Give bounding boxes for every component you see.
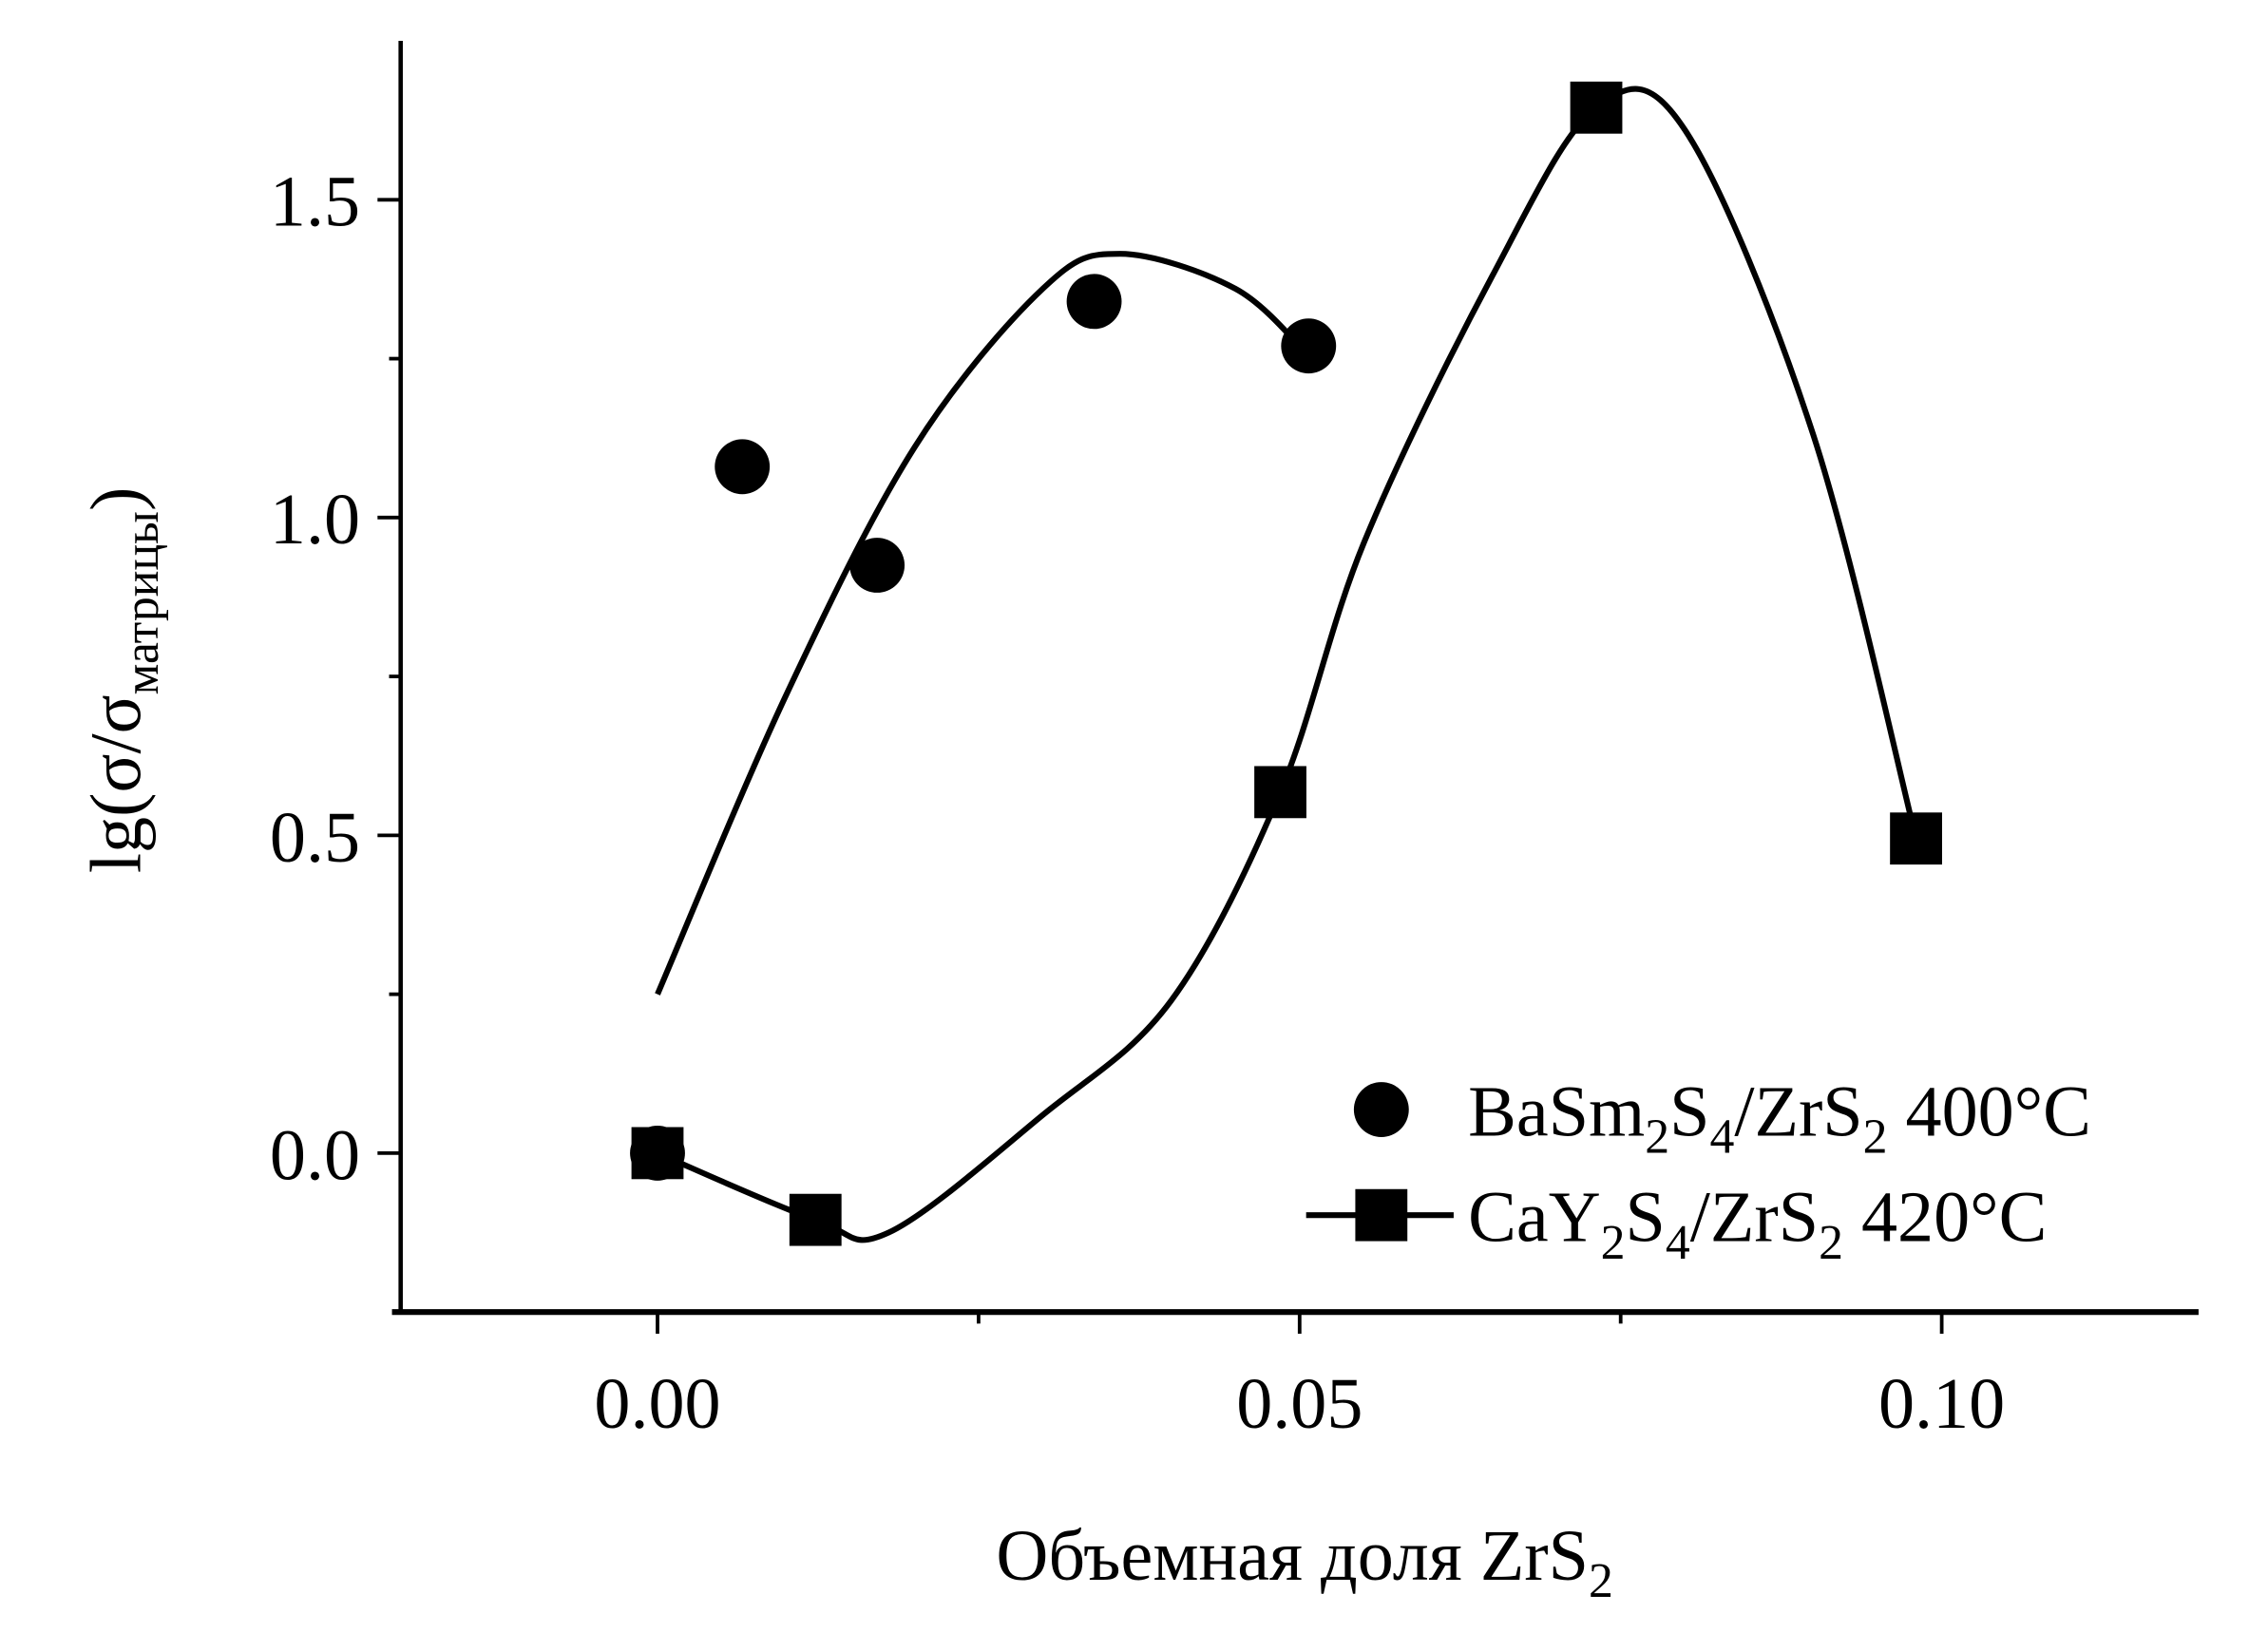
legend-text-part: BaSm	[1468, 1072, 1645, 1151]
legend-text-part: 420°C	[1843, 1178, 2047, 1258]
legend-text-part: 400°C	[1888, 1072, 2091, 1151]
legend-text-part: 4	[1666, 1216, 1690, 1270]
x-tick-label: 0.10	[1878, 1364, 2005, 1444]
legend-text-part: S	[1669, 1072, 1709, 1151]
legend-text-part: 2	[1601, 1216, 1626, 1270]
legend-label-1: BaSm2S4/ZrS2 400°C	[1468, 1072, 2091, 1164]
legend-text-part: S	[1626, 1178, 1666, 1258]
circle-point	[1281, 318, 1337, 374]
legend-text-part: 2	[1863, 1110, 1888, 1165]
legend-text-part: 2	[1819, 1216, 1843, 1270]
legend-text-part: 4	[1709, 1110, 1734, 1165]
circle-point	[715, 439, 771, 495]
y-axis-title: lg(σ/σматрицы)	[77, 487, 169, 873]
legend-circle-marker	[1353, 1082, 1409, 1137]
y-tick-label: 0.0	[270, 1115, 360, 1195]
legend-text-part: CaY	[1468, 1178, 1601, 1258]
legend-text-part: /ZrS	[1734, 1072, 1862, 1151]
y-tick-label: 0.5	[270, 798, 360, 878]
fit-curve-2	[656, 85, 1919, 1243]
square-point	[789, 1193, 842, 1246]
y-tick-label: 1.0	[270, 480, 360, 560]
circle-point	[849, 538, 905, 593]
square-point	[631, 1127, 684, 1180]
legend-square-marker	[1355, 1188, 1408, 1242]
legend-label-2: CaY2S4/ZrS2 420°C	[1468, 1178, 2047, 1270]
fit-curves	[655, 85, 1919, 1243]
y-tick-label: 1.5	[270, 162, 360, 242]
axes: 0.00 0.05 0.10 0.0 0.5 1.0 1.5	[270, 41, 2199, 1444]
square-point	[1254, 766, 1306, 819]
square-point	[1570, 81, 1623, 134]
fit-curve-1	[655, 251, 1311, 996]
x-tick-label: 0.00	[594, 1364, 720, 1444]
x-tick-label: 0.05	[1236, 1364, 1363, 1444]
data-points	[630, 81, 1942, 1246]
x-axis-title: Объемная доля ZrS2	[996, 1516, 1612, 1608]
circle-point	[1066, 274, 1122, 330]
legend-text-part: 2	[1645, 1110, 1669, 1165]
legend-text-part: /ZrS	[1690, 1178, 1819, 1258]
square-point	[1890, 812, 1942, 865]
